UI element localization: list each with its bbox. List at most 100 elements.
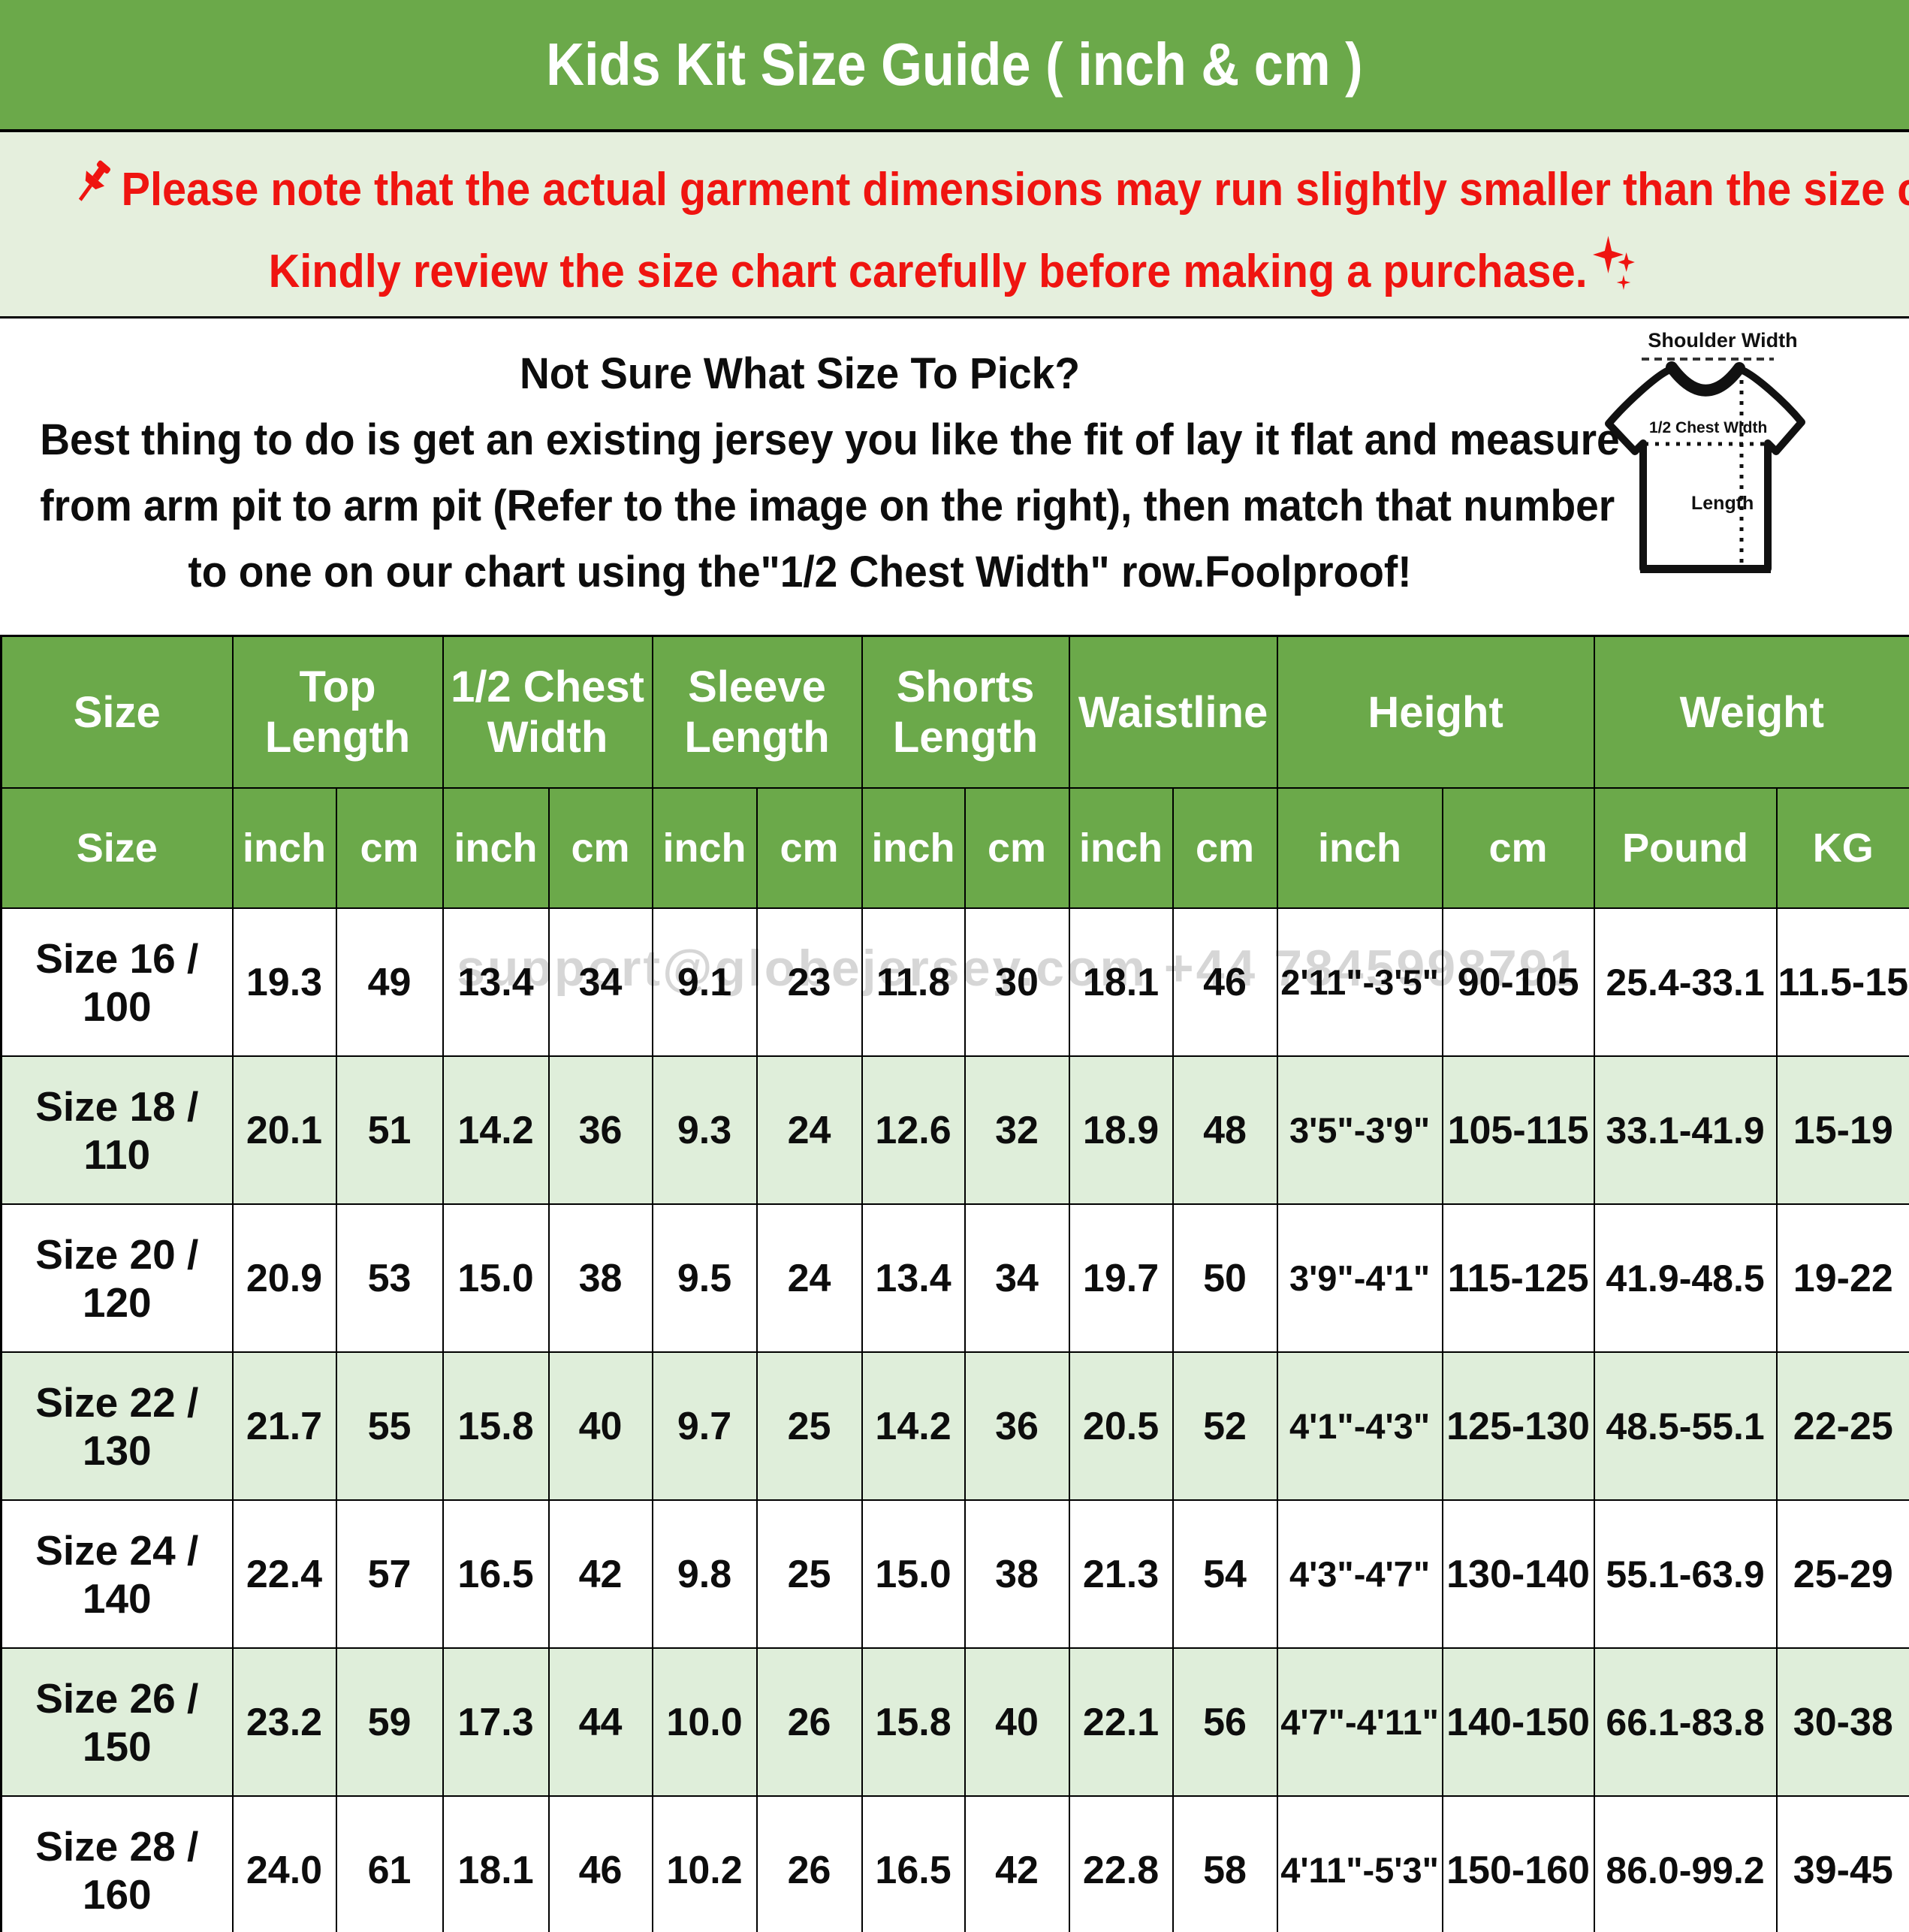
value-cell: 9.1 bbox=[651, 907, 758, 1057]
column-sub-header: Pound bbox=[1593, 787, 1778, 909]
size-cell: Size 28 / 160 bbox=[0, 1795, 234, 1932]
value-cell: 36 bbox=[547, 1055, 653, 1205]
value-cell: 58 bbox=[1172, 1795, 1278, 1932]
notice-banner: Please note that the actual garment dime… bbox=[0, 132, 1909, 318]
value-cell: 51 bbox=[335, 1055, 444, 1205]
value-cell: 22.8 bbox=[1068, 1795, 1174, 1932]
size-chart-table: Size Top Length 1/2 Chest Width Sleeve Leng… bbox=[0, 635, 1909, 1932]
title-bar: Kids Kit Size Guide ( inch & cm ) bbox=[0, 0, 1909, 132]
value-cell: 4'7"-4'11" bbox=[1276, 1647, 1443, 1797]
value-cell: 12.6 bbox=[861, 1055, 966, 1205]
value-cell: 18.1 bbox=[1068, 907, 1174, 1057]
value-cell: 39-45 bbox=[1775, 1795, 1909, 1932]
value-cell: 15.8 bbox=[861, 1647, 966, 1797]
column-group-header: Shorts Length bbox=[861, 635, 1070, 789]
value-cell: 4'11"-5'3" bbox=[1276, 1795, 1443, 1932]
chest-width-label: 1/2 Chest Width bbox=[1649, 419, 1767, 436]
column-group-header: Sleeve Length bbox=[651, 635, 863, 789]
value-cell: 3'9"-4'1" bbox=[1276, 1203, 1443, 1353]
size-cell: Size 22 / 130 bbox=[0, 1351, 234, 1501]
table-body: Size 16 / 100 19.3 49 13.4 34 9.1 23 11.8 30 18.1… bbox=[0, 907, 1909, 1932]
value-cell: 48.5-55.1 bbox=[1593, 1351, 1778, 1501]
value-cell: 16.5 bbox=[442, 1499, 550, 1649]
column-group-header: Weight bbox=[1593, 635, 1909, 789]
value-cell: 20.9 bbox=[231, 1203, 337, 1353]
value-cell: 11.8 bbox=[861, 907, 966, 1057]
value-cell: 66.1-83.8 bbox=[1593, 1647, 1778, 1797]
value-cell: 34 bbox=[964, 1203, 1070, 1353]
notice-line-1: Please note that the actual garment dime… bbox=[67, 152, 1909, 231]
value-cell: 54 bbox=[1172, 1499, 1278, 1649]
value-cell: 3'5"-3'9" bbox=[1276, 1055, 1443, 1205]
value-cell: 33.1-41.9 bbox=[1593, 1055, 1778, 1205]
column-sub-header: inch bbox=[861, 787, 966, 909]
size-cell: Size 16 / 100 bbox=[0, 907, 234, 1057]
value-cell: 18.9 bbox=[1068, 1055, 1174, 1205]
value-cell: 16.5 bbox=[861, 1795, 966, 1932]
value-cell: 21.7 bbox=[231, 1351, 337, 1501]
size-cell: Size 24 / 140 bbox=[0, 1499, 234, 1649]
value-cell: 19-22 bbox=[1775, 1203, 1909, 1353]
howto-section: Not Sure What Size To Pick? Best thing t… bbox=[0, 318, 1909, 635]
value-cell: 56 bbox=[1172, 1647, 1278, 1797]
table-row: Size 20 / 120 20.9 53 15.0 38 9.5 24 13.4 34 19.7… bbox=[0, 1203, 1909, 1353]
value-cell: 23 bbox=[755, 907, 863, 1057]
value-cell: 32 bbox=[964, 1055, 1070, 1205]
table-row: Size 26 / 150 23.2 59 17.3 44 10.0 26 15.8 40 22.… bbox=[0, 1647, 1909, 1797]
column-sub-header: inch bbox=[442, 787, 550, 909]
column-sub-header: KG bbox=[1775, 787, 1909, 909]
column-sub-header: cm bbox=[755, 787, 863, 909]
column-sub-header: inch bbox=[1276, 787, 1443, 909]
column-sub-header: Size bbox=[0, 787, 234, 909]
value-cell: 38 bbox=[547, 1203, 653, 1353]
value-cell: 57 bbox=[335, 1499, 444, 1649]
value-cell: 115-125 bbox=[1441, 1203, 1595, 1353]
column-sub-header: inch bbox=[231, 787, 337, 909]
pushpin-icon bbox=[71, 155, 117, 231]
column-sub-header: cm bbox=[335, 787, 444, 909]
value-cell: 26 bbox=[755, 1647, 863, 1797]
table-row: Size 22 / 130 21.7 55 15.8 40 9.7 25 14.2 36 20.5… bbox=[0, 1351, 1909, 1501]
value-cell: 40 bbox=[547, 1351, 653, 1501]
value-cell: 22.1 bbox=[1068, 1647, 1174, 1797]
value-cell: 25 bbox=[755, 1499, 863, 1649]
value-cell: 24 bbox=[755, 1203, 863, 1353]
value-cell: 20.5 bbox=[1068, 1351, 1174, 1501]
tshirt-outline bbox=[1605, 366, 1805, 572]
value-cell: 38 bbox=[964, 1499, 1070, 1649]
table-header: Size Top Length 1/2 Chest Width Sleeve Leng… bbox=[0, 635, 1909, 909]
value-cell: 41.9-48.5 bbox=[1593, 1203, 1778, 1353]
table-row: Size 28 / 160 24.0 61 18.1 46 10.2 26 16.5 42 22.… bbox=[0, 1795, 1909, 1932]
group-header-row: Size Top Length 1/2 Chest Width Sleeve Leng… bbox=[0, 635, 1909, 789]
value-cell: 25.4-33.1 bbox=[1593, 907, 1778, 1057]
value-cell: 90-105 bbox=[1441, 907, 1595, 1057]
value-cell: 2'11"-3'5" bbox=[1276, 907, 1443, 1057]
howto-line-3: from arm pit to arm pit (Refer to the im… bbox=[40, 481, 1615, 530]
value-cell: 18.1 bbox=[442, 1795, 550, 1932]
sparkles-icon bbox=[1591, 231, 1636, 318]
value-cell: 140-150 bbox=[1441, 1647, 1595, 1797]
value-cell: 55 bbox=[335, 1351, 444, 1501]
howto-text-block: Not Sure What Size To Pick? Best thing t… bbox=[0, 341, 1620, 605]
value-cell: 19.3 bbox=[231, 907, 337, 1057]
value-cell: 15.0 bbox=[861, 1499, 966, 1649]
value-cell: 23.2 bbox=[231, 1647, 337, 1797]
value-cell: 13.4 bbox=[861, 1203, 966, 1353]
value-cell: 46 bbox=[1172, 907, 1278, 1057]
notice-text-2: Kindly review the size chart carefully b… bbox=[268, 245, 1588, 297]
value-cell: 42 bbox=[964, 1795, 1070, 1932]
size-cell: Size 26 / 150 bbox=[0, 1647, 234, 1797]
value-cell: 30 bbox=[964, 907, 1070, 1057]
value-cell: 25 bbox=[755, 1351, 863, 1501]
howto-line-2: Best thing to do is get an existing jers… bbox=[40, 415, 1620, 464]
value-cell: 19.7 bbox=[1068, 1203, 1174, 1353]
value-cell: 15-19 bbox=[1775, 1055, 1909, 1205]
column-sub-header: cm bbox=[547, 787, 653, 909]
howto-line-4: to one on our chart using the"1/2 Chest … bbox=[188, 548, 1412, 596]
value-cell: 24 bbox=[755, 1055, 863, 1205]
value-cell: 46 bbox=[547, 1795, 653, 1932]
column-sub-header: cm bbox=[964, 787, 1070, 909]
value-cell: 9.5 bbox=[651, 1203, 758, 1353]
value-cell: 9.3 bbox=[651, 1055, 758, 1205]
